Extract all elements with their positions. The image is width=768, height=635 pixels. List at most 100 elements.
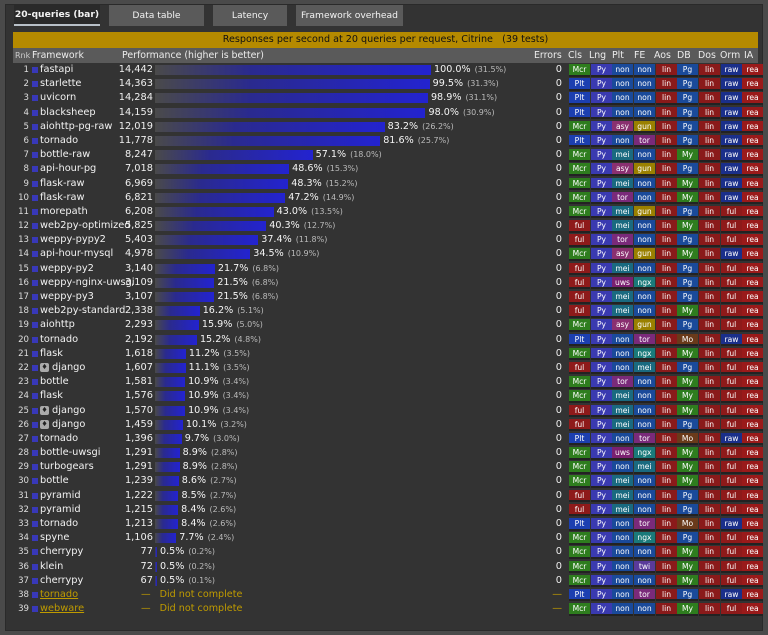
framework-bullet-icon [32,506,38,513]
dnc-text: Did not complete [159,603,243,615]
framework-name-link[interactable]: tornado [40,432,79,444]
aos-code-badge: lin [656,376,677,389]
fe-code-badge: mei [634,461,655,474]
framework-name-link[interactable]: flask-raw [40,177,85,189]
framework-name-link[interactable]: bottle-uwsgi [40,447,101,459]
tab-framework-overhead[interactable]: Framework overhead [296,5,403,26]
tab-data-table[interactable]: Data table [109,5,204,26]
db-code-badge: My [677,546,698,559]
cls-code-badge: Mcr [569,560,590,574]
framework-name-link[interactable]: weppy-py2 [40,262,94,274]
framework-name-link[interactable]: aiohttp-pg-raw [40,120,113,132]
table-row: 16 weppy-nginx-uwsgi 3,109 21.5% (6.8%) 0 ful P… [13,276,763,290]
framework-name-link[interactable]: django [52,361,86,373]
framework-name-link[interactable]: weppy-nginx-uwsgi [40,276,135,288]
framework-name-link[interactable]: fastapi [40,64,74,75]
orm-code-badge: ful [721,546,742,559]
table-row: 32 pyramid 1,215 8.4% (2.6%) 0 ful Py mei non lin P… [13,503,763,517]
framework-name-link[interactable]: cherrypy [40,574,84,586]
framework-bullet-icon [32,194,38,201]
errors-cell: 0 [555,361,562,373]
lng-code-badge: Py [591,376,612,389]
lng-code-badge: Py [591,418,612,432]
framework-name-link[interactable]: web2py-standard [40,305,126,317]
header-rank: Rnk [15,51,31,60]
db-code-badge: Pg [677,234,698,247]
plt-code-badge: mei [612,305,633,318]
framework-name-link[interactable]: morepath [40,205,88,217]
framework-name-link[interactable]: weppy-pypy2 [40,234,106,246]
rps-value: 2,192 [124,333,153,345]
framework-name-link[interactable]: tornado [40,333,79,345]
errors-cell: 0 [555,319,562,331]
framework-name-link[interactable]: bottle [40,376,69,388]
plt-code-badge: uws [612,447,633,460]
framework-name-link[interactable]: spyne [40,532,70,544]
framework-name-link[interactable]: tornado [40,588,79,600]
plt-code-badge: mei [612,404,633,417]
rps-value: 3,140 [124,262,153,274]
plt-code-badge: mei [612,503,633,517]
framework-name-link[interactable]: pyramid [40,489,81,501]
results-banner: Responses per second at 20 queries per r… [13,32,758,48]
framework-name-link[interactable]: api-hour-mysql [40,248,114,260]
db-code-badge: Pg [677,489,698,503]
framework-name-link[interactable]: cherrypy [40,546,84,558]
framework-name-link[interactable]: klein [40,560,64,572]
framework-name-link[interactable]: flask [40,347,63,359]
cls-code-badge: Mcr [569,248,590,261]
percent-text: 8.9% [182,447,207,459]
framework-name-link[interactable]: bottle [40,475,69,487]
absolute-percent-text: (3.5%) [223,362,250,372]
framework-name-link[interactable]: starlette [40,78,82,90]
orm-code-badge: raw [721,120,742,134]
dos-code-badge: lin [699,234,720,247]
framework-name-link[interactable]: api-hour-pg [40,163,97,175]
table-row: 33 tornado 1,213 8.4% (2.6%) 0 Plt Py non tor lin M… [13,517,763,531]
cls-code-badge: Plt [569,92,590,105]
framework-name-link[interactable]: turbogears [40,461,94,473]
fe-code-badge: non [634,64,655,77]
plt-code-badge: mei [612,390,633,403]
performance-percent-label: 21.5% (6.8%) [217,290,278,304]
errors-cell: 0 [555,92,562,104]
performance-percent-label: 21.5% (6.8%) [217,276,278,290]
db-code-badge: Pg [677,64,698,77]
rank-cell: 13 [18,235,29,246]
dos-code-badge: lin [699,532,720,545]
did-not-complete-label: — Did not complete [141,588,242,602]
framework-name-link[interactable]: bottle-raw [40,149,91,161]
rps-value: 6,821 [124,191,153,203]
framework-name-link[interactable]: flask-raw [40,191,85,203]
lng-code-badge: Py [591,248,612,261]
framework-name-link[interactable]: weppy-py3 [40,291,94,302]
framework-name-link[interactable]: django [52,418,86,430]
errors-cell: 0 [555,560,562,572]
framework-name-link[interactable]: blacksheep [40,106,96,118]
framework-name-link[interactable]: web2py-optimized [40,220,131,232]
framework-bullet-icon [32,407,38,414]
framework-name-link[interactable]: uvicorn [40,92,77,104]
framework-name-link[interactable]: webware [40,603,85,615]
framework-name-link[interactable]: flask [40,390,63,402]
tab-20-queries-bar[interactable]: 20-queries (bar) [14,5,100,26]
performance-percent-label: 0.5% (0.1%) [160,574,215,588]
tab-latency[interactable]: Latency [213,5,287,26]
framework-name-link[interactable]: tornado [40,134,79,146]
dnc-dash: — [141,603,151,615]
performance-percent-label: 43.0% (13.5%) [277,205,343,219]
errors-cell: 0 [555,518,562,529]
framework-name-link[interactable]: django [52,404,86,416]
aos-code-badge: lin [656,205,677,219]
framework-bullet-icon [32,208,38,215]
rank-cell: 32 [18,504,29,515]
cls-code-badge: Plt [569,432,590,446]
percent-text: 57.1% [315,149,347,161]
framework-name-link[interactable]: tornado [40,518,79,529]
dos-code-badge: lin [699,390,720,403]
lng-code-badge: Py [591,574,612,588]
rps-value: 1,618 [124,347,153,359]
aos-code-badge: lin [656,574,677,588]
framework-name-link[interactable]: aiohttp [40,319,75,331]
framework-name-link[interactable]: pyramid [40,503,81,515]
